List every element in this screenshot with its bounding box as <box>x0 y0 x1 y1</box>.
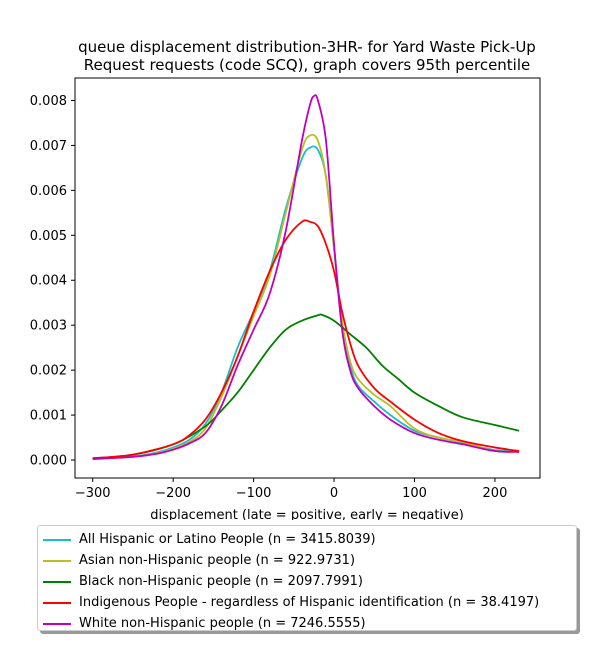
legend-swatch <box>43 622 71 625</box>
legend-item: Asian non-Hispanic people (n = 922.9731) <box>38 550 576 571</box>
legend-swatch <box>43 559 71 562</box>
x-tick-label: −100 <box>236 486 272 501</box>
y-tick-label: 0.003 <box>30 319 67 334</box>
legend-label: Black non-Hispanic people (n = 2097.7991… <box>79 574 363 589</box>
legend-label: Asian non-Hispanic people (n = 922.9731) <box>79 553 356 568</box>
y-axis: 0.000 0.001 0.002 0.003 0.004 0.005 0.006 0.007… <box>30 94 75 469</box>
legend-swatch <box>43 580 71 583</box>
legend-item: All Hispanic or Latino People (n = 3415.… <box>38 529 576 550</box>
series-line-4 <box>92 219 520 460</box>
chart-title-line-1: queue displacement distribution-3HR- for… <box>78 38 536 56</box>
y-tick-label: 0.004 <box>30 274 67 289</box>
legend-swatch <box>43 538 71 541</box>
legend-item: Black non-Hispanic people (n = 2097.7991… <box>38 571 576 592</box>
series-line-5 <box>92 94 520 461</box>
y-tick-label: 0.005 <box>30 229 67 244</box>
x-tick-label: 200 <box>483 486 508 501</box>
legend-item: Indigenous People - regardless of Hispan… <box>38 592 576 613</box>
series-line-3 <box>92 313 520 460</box>
legend: All Hispanic or Latino People (n = 3415.… <box>37 525 577 631</box>
chart-title-line-2: Request requests (code SCQ), graph cover… <box>84 56 531 74</box>
y-tick-label: 0.000 <box>30 454 67 469</box>
legend-item: White non-Hispanic people (n = 7246.5555… <box>38 613 576 634</box>
legend-label: Indigenous People - regardless of Hispan… <box>79 595 540 610</box>
series-line-2 <box>92 133 520 460</box>
plot-area-frame <box>74 77 541 479</box>
legend-swatch <box>43 601 71 604</box>
x-axis: −300 −200 −100 0 100 200 <box>75 478 508 501</box>
y-tick-label: 0.001 <box>30 409 67 424</box>
x-axis-label: displacement (late = positive, early = n… <box>150 508 464 520</box>
y-tick-label: 0.008 <box>30 94 67 109</box>
x-tick-label: −300 <box>75 486 111 501</box>
x-tick-label: 0 <box>330 486 338 501</box>
y-tick-label: 0.007 <box>30 139 67 154</box>
x-tick-label: 100 <box>402 486 427 501</box>
y-tick-label: 0.006 <box>30 184 67 199</box>
legend-label: White non-Hispanic people (n = 7246.5555… <box>79 616 366 631</box>
legend-label: All Hispanic or Latino People (n = 3415.… <box>79 532 376 547</box>
y-tick-label: 0.002 <box>30 364 67 379</box>
chart-figure: queue displacement distribution-3HR- for… <box>30 38 541 520</box>
series-line-1 <box>92 145 520 460</box>
x-tick-label: −200 <box>155 486 191 501</box>
series-layer <box>92 94 520 461</box>
